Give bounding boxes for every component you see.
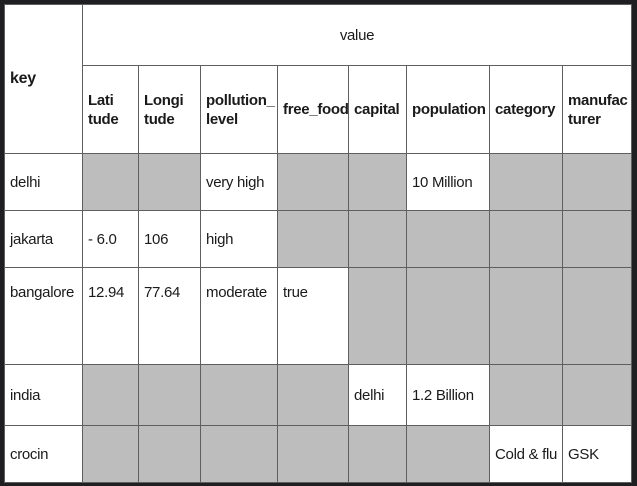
value-cell: - 6.0 xyxy=(82,210,139,268)
value-group-header: value xyxy=(82,4,632,66)
empty-cell xyxy=(138,364,201,426)
empty-cell xyxy=(82,153,139,211)
row-key-cell: india xyxy=(4,364,83,426)
column-header: category xyxy=(489,65,563,154)
empty-cell xyxy=(562,210,632,268)
value-cell: delhi xyxy=(348,364,407,426)
empty-cell xyxy=(489,153,563,211)
empty-cell xyxy=(277,425,349,483)
row-key-cell: bangalore xyxy=(4,267,83,365)
empty-cell xyxy=(200,425,278,483)
value-cell: very high xyxy=(200,153,278,211)
value-cell: 10 Million xyxy=(406,153,490,211)
value-cell: 12.94 xyxy=(82,267,139,365)
column-header: capital xyxy=(348,65,407,154)
table-row: bangalore 12.94 77.64 moderate true xyxy=(4,267,632,365)
empty-cell xyxy=(489,267,563,365)
empty-cell xyxy=(138,153,201,211)
table-row: delhi very high 10 Million xyxy=(4,153,632,211)
value-cell: 106 xyxy=(138,210,201,268)
empty-cell xyxy=(277,364,349,426)
column-header: Longi tude xyxy=(138,65,201,154)
value-cell: 1.2 Billion xyxy=(406,364,490,426)
empty-cell xyxy=(277,153,349,211)
empty-cell xyxy=(82,364,139,426)
column-header: pollution_ level xyxy=(200,65,278,154)
value-cell: GSK xyxy=(562,425,632,483)
empty-cell xyxy=(406,425,490,483)
column-header: Lati tude xyxy=(82,65,139,154)
value-cell: 77.64 xyxy=(138,267,201,365)
empty-cell xyxy=(489,210,563,268)
empty-cell xyxy=(277,210,349,268)
empty-cell xyxy=(489,364,563,426)
table-row: jakarta - 6.0 106 high xyxy=(4,210,632,268)
empty-cell xyxy=(138,425,201,483)
column-header: population xyxy=(406,65,490,154)
header-row-group: key value xyxy=(4,4,632,154)
empty-cell xyxy=(562,267,632,365)
empty-cell xyxy=(348,267,407,365)
empty-cell xyxy=(562,364,632,426)
column-header: manufac turer xyxy=(562,65,632,154)
empty-cell xyxy=(348,153,407,211)
row-key-cell: delhi xyxy=(4,153,83,211)
value-cell: moderate xyxy=(200,267,278,365)
column-header: free_food xyxy=(277,65,349,154)
empty-cell xyxy=(406,267,490,365)
value-cell: true xyxy=(277,267,349,365)
key-column-header: key xyxy=(4,4,83,154)
empty-cell xyxy=(348,210,407,268)
value-cell: high xyxy=(200,210,278,268)
table-body: delhi very high 10 Million jakarta - 6.0 106 h… xyxy=(4,153,632,483)
row-key-cell: crocin xyxy=(4,425,83,483)
key-value-table: key value Lati tude Longi tude pollution_ lev… xyxy=(4,4,632,483)
empty-cell xyxy=(348,425,407,483)
empty-cell xyxy=(82,425,139,483)
header-row-columns: Lati tude Longi tude pollution_ level free_foo… xyxy=(5,65,632,154)
empty-cell xyxy=(562,153,632,211)
table-row: crocin Cold & flu GSK xyxy=(4,425,632,483)
value-cell: Cold & flu xyxy=(489,425,563,483)
table-row: india delhi 1.2 Billion xyxy=(4,364,632,426)
empty-cell xyxy=(406,210,490,268)
row-key-cell: jakarta xyxy=(4,210,83,268)
empty-cell xyxy=(200,364,278,426)
